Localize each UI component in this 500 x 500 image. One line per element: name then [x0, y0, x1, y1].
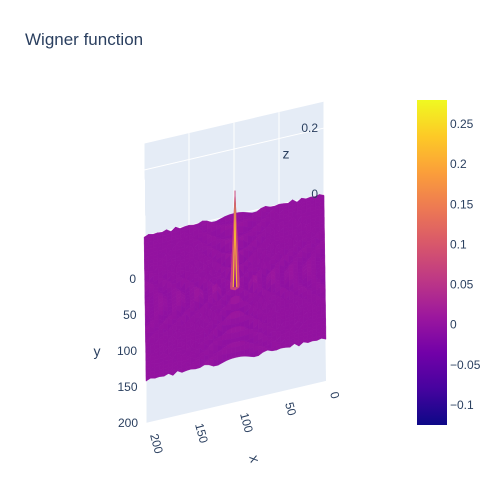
surface-patch	[145, 331, 151, 338]
surface-patch	[222, 348, 228, 356]
colorbar-tick-label: 0.05	[450, 278, 474, 292]
surface-patch	[270, 292, 277, 296]
surface-patch	[271, 339, 277, 343]
surface-patch	[217, 354, 223, 361]
surface-patch	[226, 333, 232, 341]
peak-spike	[234, 266, 236, 288]
y-tick-label: 150	[117, 380, 137, 394]
surface-patch	[311, 274, 317, 280]
surface-patch	[315, 256, 321, 262]
surface-patch	[306, 263, 312, 269]
colorbar-tick-label: 0.25	[450, 117, 474, 131]
y-tick-label: 200	[118, 416, 138, 430]
surface-patch	[171, 315, 178, 320]
surface-patch	[213, 359, 219, 367]
central-peak	[232, 197, 238, 288]
surface-patch	[247, 220, 253, 229]
surface-patch	[153, 318, 160, 324]
z-tick-label: 0.2	[301, 121, 318, 135]
surface-patch	[184, 269, 190, 273]
surface-patch	[238, 239, 244, 248]
surface-patch	[238, 211, 244, 219]
surface-patch	[289, 291, 294, 296]
surface-patch	[265, 205, 271, 213]
x-axis-title: x	[246, 453, 263, 464]
y-axis-title: y	[94, 343, 101, 359]
surface-patch	[230, 289, 236, 297]
surface-patch	[315, 252, 321, 258]
x-tick-label: 150	[192, 422, 211, 445]
colorbar-tick-label: −0.1	[450, 398, 474, 412]
chart-title: Wigner function	[25, 30, 143, 49]
peak-spike	[233, 244, 237, 288]
surface-patch	[212, 319, 218, 325]
surface-patch	[256, 224, 262, 233]
surface	[143, 190, 327, 382]
y-tick-label: 100	[117, 344, 137, 358]
3d-scene[interactable]: 0 0.2 z 0 50 100 150 200 y 200 150 100 50 0 x	[94, 101, 343, 465]
surface-patch	[321, 333, 327, 340]
surface-patch	[226, 303, 232, 311]
surface-patch	[248, 268, 254, 272]
surface-patch	[177, 360, 183, 366]
surface-patch	[247, 235, 253, 244]
x-tick-label: 50	[282, 401, 299, 418]
surface-patch	[221, 325, 227, 333]
y-tick-label: 0	[129, 272, 136, 286]
surface-patch	[217, 340, 223, 347]
colorbar-tick-label: 0.2	[450, 157, 467, 171]
surface-patch	[226, 347, 232, 355]
surface-patch	[163, 367, 169, 373]
x-tick-label: 200	[147, 432, 166, 455]
surface-patch	[208, 359, 214, 367]
surface-patch	[315, 278, 321, 283]
colorbar-tick-label: −0.05	[450, 358, 481, 372]
surface-patch	[185, 321, 191, 328]
surface-patch	[247, 245, 253, 252]
surface-patch	[280, 344, 286, 349]
surface-patch	[306, 267, 312, 272]
surface-patch	[144, 314, 150, 320]
surface-patch	[211, 259, 217, 263]
surface-patch	[175, 235, 181, 240]
surface-patch	[252, 231, 258, 237]
surface-patch	[274, 218, 280, 224]
surface-patch	[265, 216, 271, 222]
surface-patch	[315, 271, 321, 276]
surface-patch	[278, 203, 284, 209]
colorbar-tick-label: 0	[450, 318, 457, 332]
surface-patch	[226, 318, 232, 326]
surface-patch	[269, 211, 275, 219]
colorbar: −0.1 −0.05 0 0.05 0.1 0.15 0.2 0.25	[417, 100, 481, 425]
colorbar-tick-label: 0.15	[450, 197, 474, 211]
colorbar-tick-label: 0.1	[450, 237, 467, 251]
surface-patch	[305, 200, 311, 206]
x-tick-label: 0	[327, 390, 342, 400]
x-tick-label: 100	[237, 411, 256, 434]
surface-patch	[251, 216, 257, 222]
surface-patch	[248, 292, 254, 298]
surface-patch	[158, 328, 164, 334]
surface-patch	[161, 234, 167, 239]
surface-patch	[242, 226, 249, 233]
z-tick-label: 0	[311, 187, 318, 201]
surface-patch	[171, 283, 177, 287]
y-tick-label: 50	[123, 308, 137, 322]
surface-patch	[238, 226, 244, 234]
surface-patch	[298, 336, 304, 341]
z-axis-title: z	[283, 145, 290, 161]
colorbar-bar	[417, 100, 447, 425]
surface-patch	[270, 259, 276, 265]
surface-patch	[230, 303, 236, 311]
surface-patch	[297, 275, 303, 281]
